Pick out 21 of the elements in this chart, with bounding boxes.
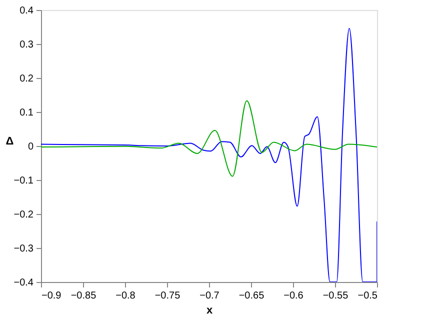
x-tick-label: −0.85 <box>70 290 97 302</box>
y-tick-label: −0.2 <box>14 210 34 220</box>
y-axis-title: Δ <box>6 136 14 148</box>
y-tick-label: 0.3 <box>20 40 34 50</box>
x-tick-label: −0.75 <box>154 290 181 302</box>
x-tick-label: −0.7 <box>200 290 220 302</box>
line-series <box>41 100 377 177</box>
x-axis-title: x <box>206 304 214 316</box>
y-tick-label: 0.2 <box>20 74 34 84</box>
x-tick-label: −0.8 <box>116 290 136 302</box>
y-tick-label: −0.1 <box>14 176 34 186</box>
y-tick-label: −0.3 <box>14 244 34 254</box>
y-tick-label: 0 <box>28 142 34 152</box>
x-tick-label: −0.9 <box>42 290 62 302</box>
x-tick-label: −0.65 <box>238 290 265 302</box>
x-tick-label: −0.55 <box>322 290 349 302</box>
x-tick-label: −0.6 <box>284 290 304 302</box>
y-tick-label: 0.4 <box>20 6 34 16</box>
y-tick-label: −0.4 <box>14 278 34 288</box>
y-tick-label: 0.1 <box>20 108 34 118</box>
x-tick-label: −0.5 <box>358 290 378 302</box>
